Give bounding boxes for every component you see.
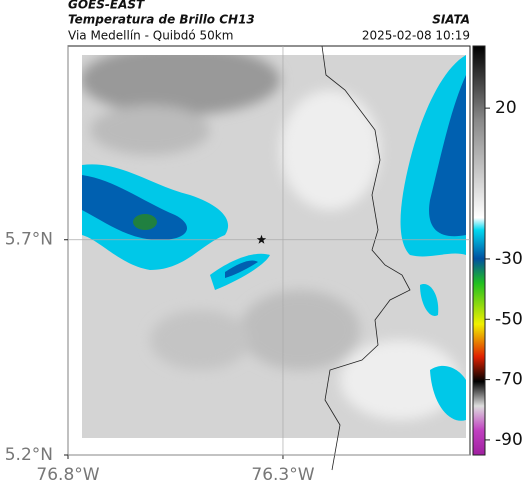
y-tick-label: 5.7°N bbox=[5, 230, 53, 250]
colorbar-tick-label: 20 bbox=[495, 98, 517, 118]
imagery bbox=[82, 55, 466, 438]
colorbar-tick-label: -70 bbox=[495, 370, 523, 390]
source: SIATA bbox=[432, 13, 470, 27]
y-tick-label: 5.2°N bbox=[5, 445, 53, 465]
region: Via Medellín - Quibdó 50km bbox=[68, 29, 233, 43]
station-marker bbox=[256, 234, 267, 244]
colorbar-tick-label: -90 bbox=[495, 430, 523, 450]
colorbar bbox=[472, 45, 486, 456]
datetime: 2025-02-08 10:19 bbox=[362, 29, 470, 43]
product: Temperatura de Brillo CH13 bbox=[68, 13, 255, 27]
satellite: GOES-EAST bbox=[68, 0, 145, 12]
colorbar-tick-label: -50 bbox=[495, 309, 523, 329]
border bbox=[321, 45, 411, 471]
colorbar-tick-label: -30 bbox=[495, 249, 523, 269]
x-tick-label: 76.3°W bbox=[251, 465, 314, 485]
x-tick-label: 76.8°W bbox=[36, 465, 99, 485]
